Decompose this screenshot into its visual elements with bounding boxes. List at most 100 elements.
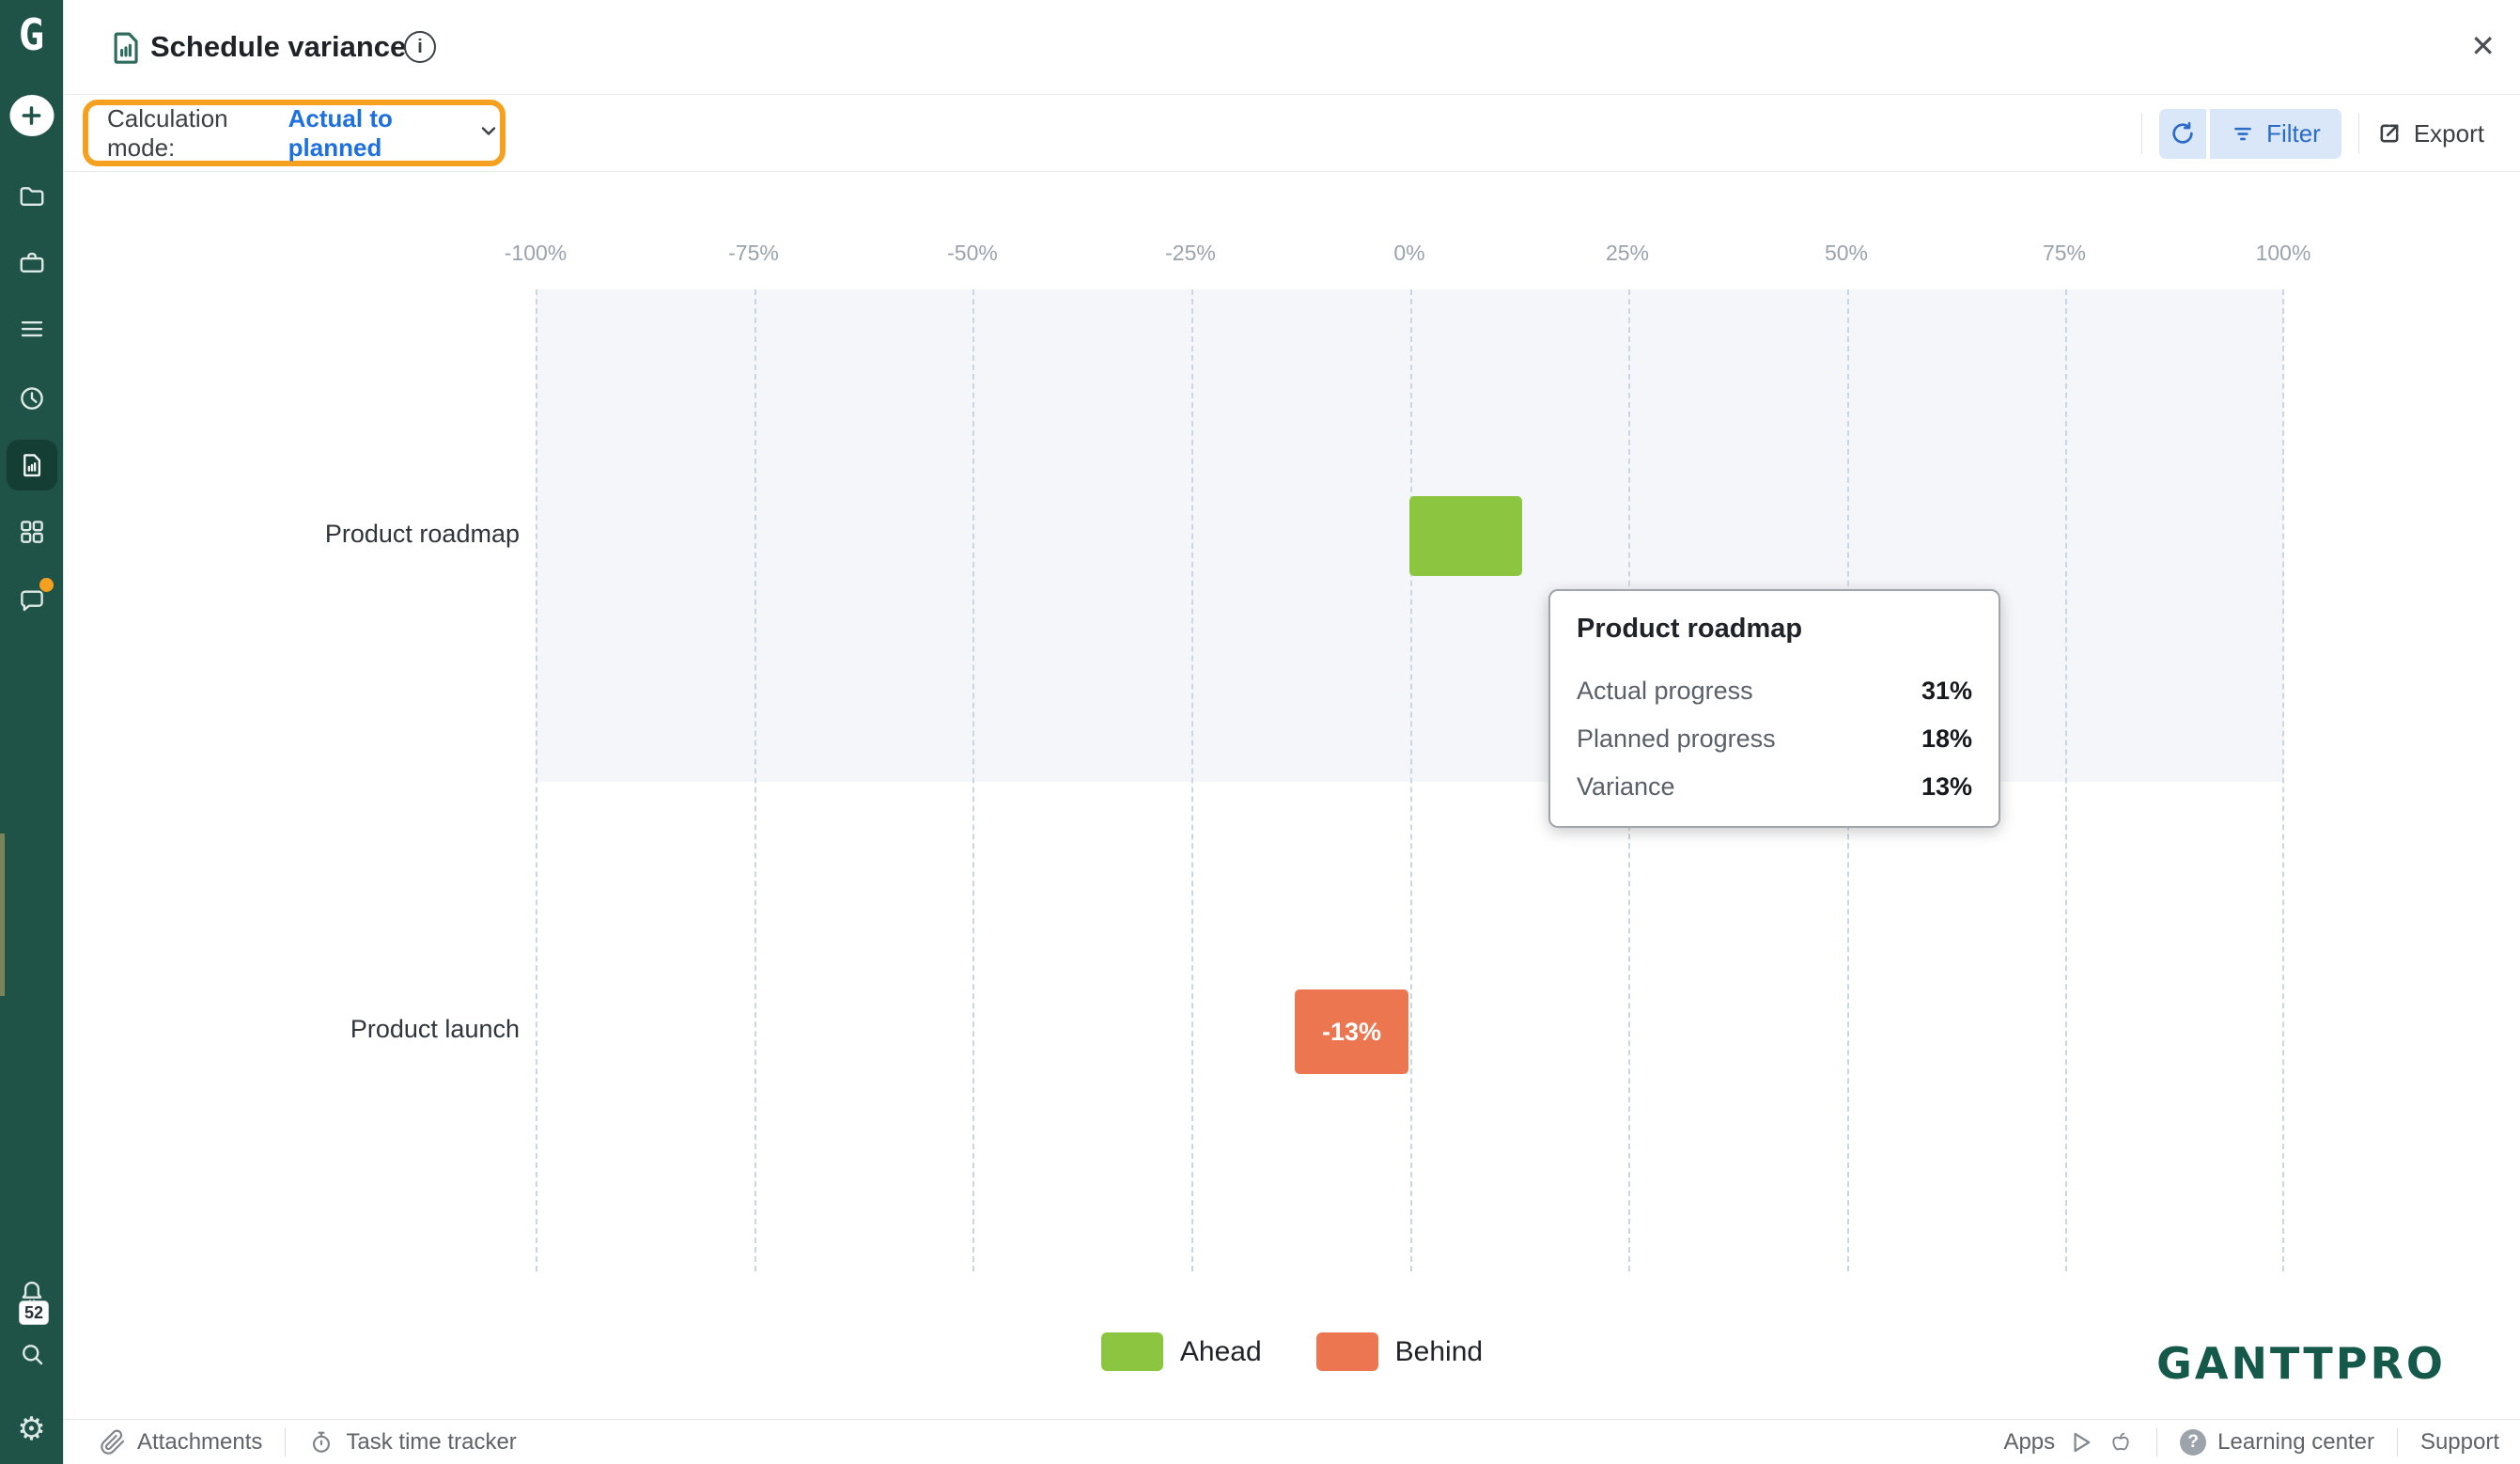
legend-swatch-behind <box>1315 1332 1378 1371</box>
tooltip-label: Actual progress <box>1577 677 1753 705</box>
gear-icon: ⚙ <box>17 1411 46 1447</box>
support-label[interactable]: Support <box>2419 1428 2499 1455</box>
report-document-icon <box>23 454 40 477</box>
apple-icon[interactable] <box>2108 1429 2134 1456</box>
axis-tick: -100% <box>504 241 568 265</box>
sidebar-item-time-log[interactable] <box>16 382 48 414</box>
gridline <box>1190 289 1193 1271</box>
refresh-button[interactable] <box>2159 108 2207 159</box>
calculation-mode-label: Calculation mode: <box>107 103 228 162</box>
tooltip-value: 13% <box>1921 772 1972 801</box>
sidebar-item-workspaces[interactable] <box>16 516 48 548</box>
report-header: Schedule variance i ✕ <box>64 0 2520 95</box>
ganttpro-wordmark: GANTTPRO <box>2156 1338 2446 1389</box>
axis-tick: -75% <box>728 241 779 265</box>
tooltip-row: Actual progress 31% <box>1577 677 1972 706</box>
bar-product-launch[interactable]: -13% <box>1295 989 1408 1074</box>
tooltip-value: 31% <box>1921 677 1972 705</box>
learning-center-label: Learning center <box>2217 1428 2374 1455</box>
ganttpro-logo[interactable]: G <box>18 9 45 60</box>
toolbar-divider <box>2357 113 2359 154</box>
gridline <box>2065 289 2068 1271</box>
google-play-icon[interactable] <box>2068 1429 2094 1456</box>
report-chart-icon <box>106 26 146 74</box>
footer-divider <box>2396 1427 2398 1456</box>
notification-count-badge: 52 <box>19 1300 50 1325</box>
chart-legend: Ahead Behind <box>64 1332 2520 1371</box>
tooltip-label: Variance <box>1577 772 1675 801</box>
filter-button[interactable]: Filter <box>2210 108 2341 159</box>
legend-label-ahead: Ahead <box>1179 1335 1262 1367</box>
axis-tick: -25% <box>1165 241 1216 265</box>
legend-label-behind: Behind <box>1394 1335 1484 1367</box>
page-title: Schedule variance <box>150 30 407 63</box>
attachments-label: Attachments <box>137 1428 263 1455</box>
export-button[interactable]: Export <box>2376 119 2484 148</box>
sidebar-item-search[interactable] <box>16 1338 48 1370</box>
footer-divider <box>2156 1427 2158 1456</box>
task-time-tracker-label: Task time tracker <box>346 1428 517 1455</box>
tooltip-row: Planned progress 18% <box>1577 724 1972 754</box>
axis-tick: 50% <box>1824 241 1869 265</box>
add-button[interactable] <box>9 95 54 136</box>
gridline <box>2282 289 2284 1271</box>
footer-bar: Attachments Task time tracker Apps ? Lea… <box>64 1419 2520 1464</box>
axis-tick: 0% <box>1393 241 1425 265</box>
learning-center-button[interactable]: ? Learning center <box>2180 1428 2374 1456</box>
refresh-icon <box>2172 121 2193 144</box>
paperclip-icon <box>101 1429 125 1455</box>
grid-icon <box>20 521 43 543</box>
report-toolbar: Calculation mode: Actual to planned Filt… <box>64 95 2520 172</box>
filter-icon <box>2234 127 2251 141</box>
axis-tick: 100% <box>2255 241 2311 265</box>
toolbar-divider <box>2141 113 2143 154</box>
gridline <box>536 289 537 1271</box>
sidebar-item-reports-active[interactable] <box>6 440 57 491</box>
gridline <box>972 289 975 1271</box>
sidebar-item-settings[interactable]: ⚙ <box>16 1413 48 1445</box>
tooltip-value: 18% <box>1921 724 1972 753</box>
tooltip-row: Variance 13% <box>1577 772 1972 802</box>
question-icon: ? <box>2180 1428 2207 1456</box>
export-icon <box>2380 124 2399 143</box>
footer-right: Apps ? Learning center Support <box>2003 1427 2520 1456</box>
sidebar: G 52 ⚙ <box>0 0 64 1464</box>
plus-icon <box>22 106 41 125</box>
gridline <box>754 289 756 1271</box>
notification-dot <box>39 578 54 592</box>
filter-label: Filter <box>2266 118 2321 148</box>
sidebar-scroll-indicator <box>0 833 5 996</box>
info-icon[interactable]: i <box>404 31 436 63</box>
chart-tooltip: Product roadmap Actual progress 31% Plan… <box>1548 589 2000 828</box>
task-time-tracker-button[interactable]: Task time tracker <box>308 1428 517 1456</box>
chat-icon <box>20 590 43 612</box>
sidebar-item-portfolio[interactable] <box>16 247 48 279</box>
chevron-down-icon <box>477 119 500 147</box>
sidebar-item-projects[interactable] <box>16 180 48 212</box>
gridline <box>1409 289 1412 1271</box>
report-panel: Schedule variance i ✕ Calculation mode: … <box>64 0 2520 1464</box>
legend-swatch-ahead <box>1100 1332 1163 1371</box>
tooltip-title: Product roadmap <box>1577 614 1803 644</box>
attachments-button[interactable]: Attachments <box>100 1429 262 1456</box>
footer-left: Attachments Task time tracker <box>64 1427 517 1456</box>
export-label: Export <box>2413 118 2484 148</box>
axis-tick: -50% <box>947 241 998 265</box>
toolbar-actions: Filter Export <box>2141 95 2484 172</box>
footer-divider <box>285 1427 287 1456</box>
search-icon <box>22 1345 42 1365</box>
tooltip-label: Planned progress <box>1577 724 1776 753</box>
row-label-product-launch: Product launch <box>350 1015 520 1043</box>
calculation-mode-dropdown[interactable]: Calculation mode: Actual to planned <box>83 100 506 166</box>
axis-tick: 25% <box>1605 241 1650 265</box>
clock-icon <box>20 387 43 410</box>
sidebar-item-tasks[interactable] <box>16 313 48 345</box>
bar-product-roadmap[interactable] <box>1409 496 1522 576</box>
folder-icon <box>20 187 43 206</box>
sidebar-item-comments[interactable] <box>16 578 54 616</box>
calculation-mode-value: Actual to planned <box>288 103 393 162</box>
close-icon[interactable]: ✕ <box>2470 29 2496 63</box>
apps-label[interactable]: Apps <box>2003 1428 2056 1455</box>
row-label-product-roadmap: Product roadmap <box>324 520 520 548</box>
axis-tick: 75% <box>2042 241 2087 265</box>
